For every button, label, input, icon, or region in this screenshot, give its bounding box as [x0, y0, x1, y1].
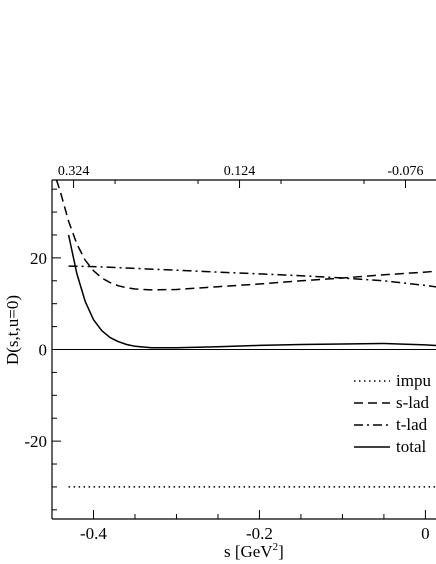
- y-axis-title: D(s,t,u=0): [3, 295, 22, 365]
- series-line-total: [67, 234, 436, 349]
- legend-label-total: total: [396, 437, 426, 456]
- x-tick-label: -0.4: [80, 524, 107, 543]
- x-tick-label: -0.2: [246, 524, 273, 543]
- series-layer: [55, 180, 436, 488]
- legend-label-t-lad: t-lad: [396, 415, 428, 434]
- legend: impu s-lad t-lad total: [354, 371, 431, 456]
- series-line-t-lad: [68, 265, 436, 288]
- top-tick-label: -0.076: [387, 164, 423, 179]
- y-tick-label: 0: [39, 341, 48, 360]
- y-tick-label: -20: [24, 432, 47, 451]
- x-tick-label: 0: [421, 524, 430, 543]
- top-tick-label: 0.124: [224, 164, 256, 179]
- x-axis-title: s [GeV2]: [224, 541, 284, 561]
- legend-label-s-lad: s-lad: [396, 393, 430, 412]
- y-tick-label: 20: [30, 249, 47, 268]
- top-tick-label: 0.324: [58, 164, 90, 179]
- series-line-s-lad: [55, 180, 436, 291]
- legend-label-impu: impu: [396, 371, 431, 390]
